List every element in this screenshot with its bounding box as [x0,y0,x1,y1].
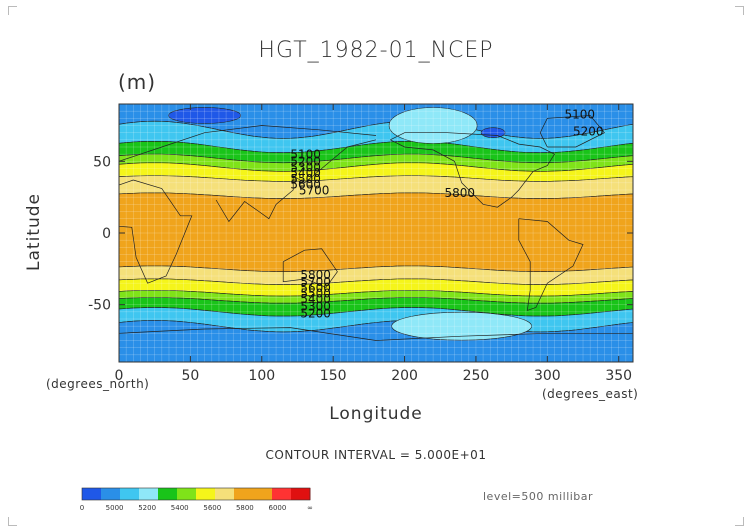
x-axis-label: Longitude [329,404,423,424]
y-tick-label: 0 [102,226,111,242]
contour-label: 5700 [300,275,331,289]
colorbar-swatch [253,488,273,500]
colorbar-label: 5400 [171,504,189,512]
contour-label: 5800 [300,268,331,282]
x-tick-label: 350 [605,368,632,384]
y-tick-label: -50 [88,298,111,314]
x-tick-label: 50 [181,368,199,384]
x-tick-label: 100 [248,368,275,384]
colorbar-swatch [120,488,140,500]
colorbar-swatch [139,488,159,500]
colorbar-label: ∞ [307,504,313,512]
units-label: (m) [118,70,157,94]
coastline [119,125,377,162]
level-label: level=500 millibar [483,490,594,503]
cyan-ridge-north [388,107,478,144]
colorbar-frame [81,487,311,501]
contour-label: 5100 [290,147,321,161]
contour-label: 5600 [300,281,331,295]
colorbar-swatch [82,488,102,500]
coastline [215,139,377,223]
contour-label: 5800 [445,186,476,200]
crop-mark-bl [8,517,17,526]
x-tick-label: 250 [463,368,490,384]
grid-lines [119,104,633,362]
colorbar-swatch [215,488,235,500]
crop-mark-br [735,517,744,526]
x-tick-label: 150 [320,368,347,384]
contour-label: 5600 [290,178,321,192]
colorbar: 0 5000 5200 5400 5600 5800 6000 ∞ [80,487,313,512]
colorbar-swatch [177,488,197,500]
contour-label: 5100 [564,107,595,121]
colorbar-swatch [101,488,121,500]
x-tick-label: 300 [534,368,561,384]
contour-label: 5700 [299,183,330,197]
crop-mark-tr [735,6,744,15]
filled-contours [119,104,633,362]
axis-ticks: 0 50 100 150 200 250 300 350 50 0 -50 [88,104,633,384]
colorbar-label: 5200 [138,504,156,512]
colorbar-label: 5000 [106,504,124,512]
coastline [282,248,338,288]
contour-label: 5300 [290,160,321,174]
colorbar-label: 5600 [203,504,221,512]
low-center-1 [168,107,241,124]
colorbar-swatch [234,488,254,500]
x-tick-label: 200 [391,368,418,384]
y-tick-label: 50 [93,154,111,170]
contour-label: 5400 [300,292,331,306]
colorbar-label: 0 [80,504,84,512]
x-tick-label: 0 [115,368,124,384]
colorbar-swatch [158,488,178,500]
colorbar-label: 5800 [236,504,254,512]
coastline [119,179,193,284]
x-units-left-label: (degrees_north) [46,377,150,391]
colorbar-swatch [291,488,311,500]
contour-label: 5200 [290,155,321,169]
colorbar-label: 6000 [269,504,287,512]
contour-label: 5300 [300,299,331,313]
coastline [539,115,605,148]
chart-title: HGT_1982-01_NCEP [258,38,494,63]
contour-label: 5200 [573,125,604,139]
coastlines [119,115,633,341]
coastline [390,132,556,208]
contour-label: 5400 [290,166,321,180]
cyan-ridge-south [391,311,532,341]
coastline [518,218,584,311]
contour-label: 5500 [290,172,321,186]
contour-interval-label: CONTOUR INTERVAL = 5.000E+01 [265,448,487,462]
colorbar-swatch [196,488,216,500]
contour-label: 5200 [300,307,331,321]
x-units-right-label: (degrees_east) [542,387,639,401]
colorbar-swatch [272,488,292,500]
crop-mark-tl [8,6,17,15]
contour-label: 5500 [300,287,331,301]
coastline [119,327,633,341]
